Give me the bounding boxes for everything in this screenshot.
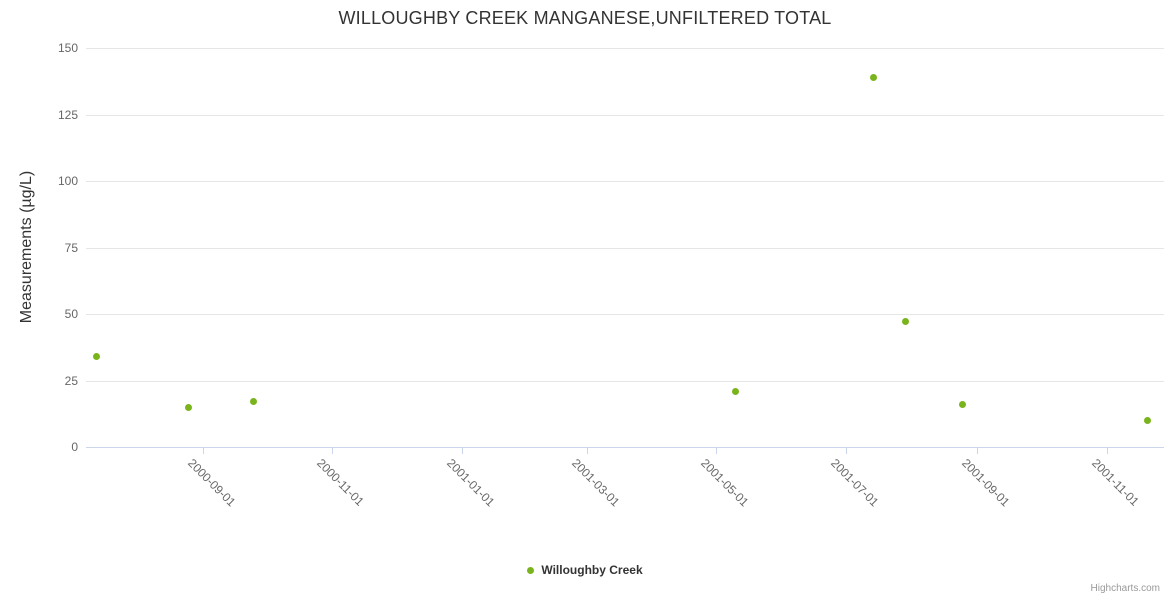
y-axis-label: 50 [64,307,78,321]
chart-title: WILLOUGHBY CREEK MANGANESE,UNFILTERED TO… [338,8,832,28]
x-axis-tick [977,448,978,454]
x-axis-label: 2001-05-01 [698,456,752,510]
y-axis-label: 125 [57,108,78,122]
y-axis-label: 75 [64,241,78,255]
y-axis-label: 0 [71,440,78,454]
gridline [86,381,1164,382]
data-point[interactable] [902,318,909,325]
data-point[interactable] [1144,417,1151,424]
x-axis-tick [1107,448,1108,454]
gridline [86,48,1164,49]
data-point[interactable] [732,388,739,395]
gridline [86,248,1164,249]
gridline [86,181,1164,182]
x-axis-line [86,447,1164,448]
data-point[interactable] [185,404,192,411]
x-axis-tick [462,448,463,454]
gridline [86,314,1164,315]
data-point[interactable] [93,353,100,360]
y-axis-label: 150 [57,41,78,55]
x-axis-tick [846,448,847,454]
y-axis-label: 100 [57,174,78,188]
x-axis-label: 2000-11-01 [314,456,367,509]
x-axis-label: 2001-07-01 [828,456,882,510]
highcharts-credits-link[interactable]: Highcharts.com [1090,583,1160,594]
x-axis-label: 2001-09-01 [959,456,1013,510]
x-axis-label: 2001-03-01 [569,456,623,510]
x-axis-tick [587,448,588,454]
legend-label: Willoughby Creek [541,563,643,577]
x-axis-tick [332,448,333,454]
x-axis-tick [203,448,204,454]
data-point[interactable] [250,398,257,405]
series-marker-icon [527,566,535,574]
x-axis-tick [716,448,717,454]
x-axis-label: 2001-01-01 [444,456,498,510]
gridline [86,115,1164,116]
y-axis-label: 25 [64,374,78,388]
x-axis-label: 2001-11-01 [1089,456,1142,509]
legend[interactable]: Willoughby Creek [0,563,1170,577]
x-axis-label: 2000-09-01 [185,456,239,510]
data-point[interactable] [959,401,966,408]
data-point[interactable] [870,74,877,81]
